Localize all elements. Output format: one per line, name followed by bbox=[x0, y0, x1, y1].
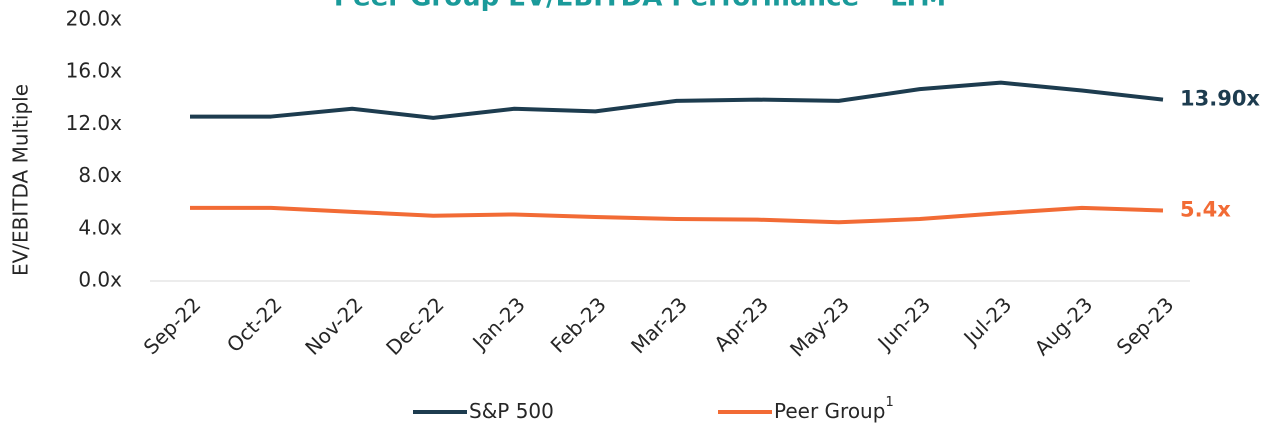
data-label: 13.90x bbox=[1180, 87, 1260, 111]
x-tick-label: Jul-23 bbox=[958, 292, 1017, 351]
series-line bbox=[190, 80, 1164, 120]
x-tick-label: Oct-22 bbox=[222, 292, 287, 357]
legend-name: Peer Group bbox=[774, 399, 885, 423]
x-tick-label: Sep-23 bbox=[1112, 292, 1179, 359]
y-tick-label: 16.0x bbox=[66, 59, 123, 83]
data-label: 5.4x bbox=[1180, 198, 1231, 222]
legend-name: S&P 500 bbox=[469, 399, 554, 423]
x-tick-label: May-23 bbox=[785, 292, 854, 361]
y-tick-label: 4.0x bbox=[78, 215, 122, 239]
y-tick-label: 8.0x bbox=[78, 163, 122, 187]
y-tick-label: 12.0x bbox=[66, 111, 123, 135]
chart-title: Peer Group EV/EBITDA Performance – LTM bbox=[334, 0, 946, 13]
x-tick-label: Jun-23 bbox=[872, 292, 936, 356]
y-axis-label: EV/EBITDA Multiple bbox=[9, 84, 33, 276]
x-tick-label: Nov-22 bbox=[300, 292, 367, 359]
x-tick-label: Feb-23 bbox=[546, 292, 611, 357]
legend-superscript: 1 bbox=[885, 395, 893, 410]
x-tick-label: Sep-22 bbox=[139, 292, 206, 359]
y-tick-label: 0.0x bbox=[78, 268, 122, 292]
y-tick-label: 20.0x bbox=[66, 7, 123, 31]
legend-label: Peer Group1 bbox=[774, 395, 894, 423]
x-tick-label: Apr-23 bbox=[709, 292, 773, 356]
legend-label: S&P 500 bbox=[469, 399, 554, 423]
x-tick-label: Mar-23 bbox=[626, 292, 692, 358]
series-line bbox=[190, 205, 1164, 225]
x-tick-label: Jan-23 bbox=[466, 292, 529, 355]
x-tick-label: Dec-22 bbox=[381, 292, 448, 359]
x-tick-label: Aug-23 bbox=[1030, 292, 1098, 360]
